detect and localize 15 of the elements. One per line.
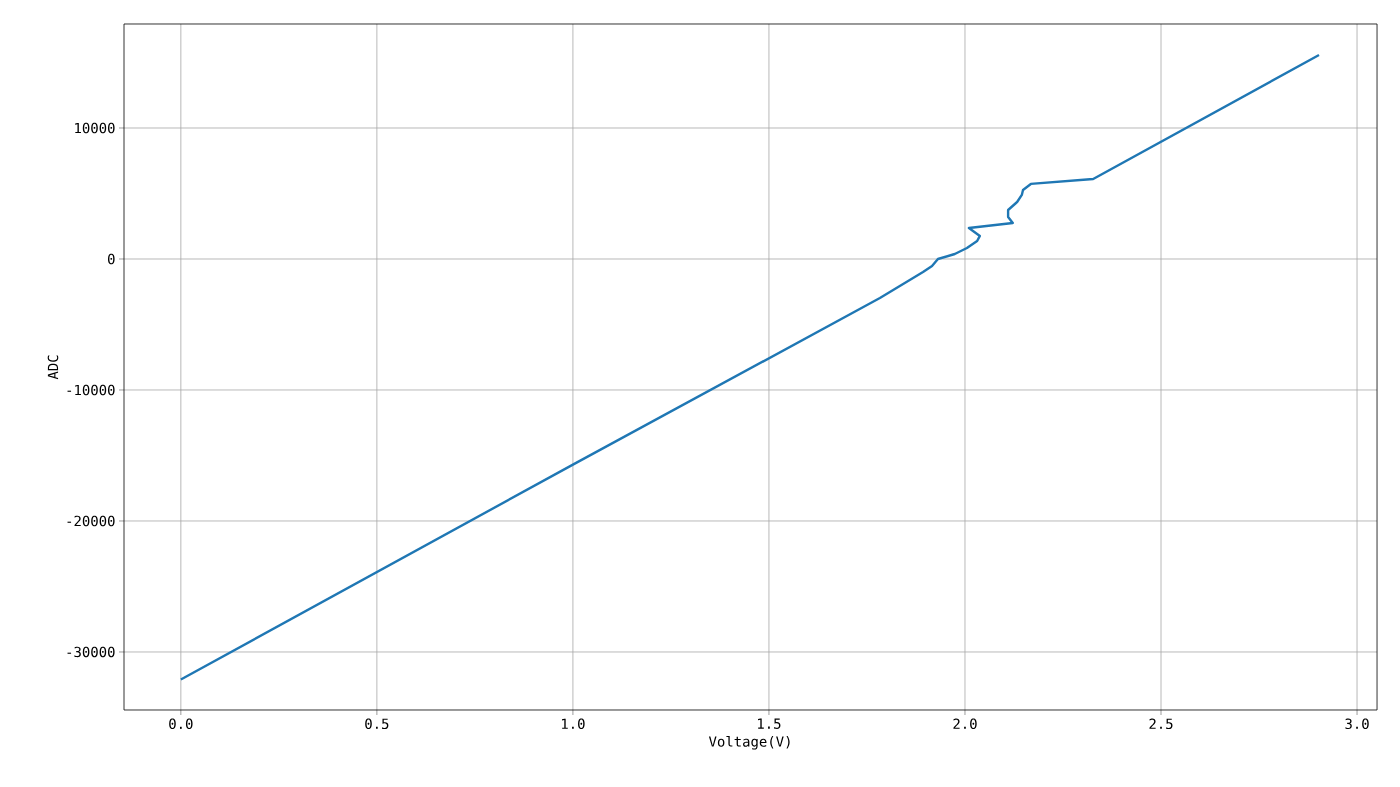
y-tick-label: -20000 (67, 515, 115, 527)
x-tick-label: 0.0 (169, 718, 193, 730)
y-tick-label: -30000 (67, 646, 115, 658)
x-tick-label: 1.5 (758, 718, 781, 729)
y-axis-title: ADC (47, 355, 59, 380)
x-tick-label: 2.0 (953, 718, 977, 730)
x-tick-label: 2.5 (1149, 718, 1173, 730)
y-tick-label: 10000 (75, 122, 115, 134)
x-tick-label: 3.0 (1345, 718, 1369, 730)
x-axis-title: Voltage(V) (708, 735, 790, 750)
y-tick-label: 0 (107, 253, 115, 265)
x-tick-label: 0.5 (365, 718, 389, 730)
y-tick-label: -10000 (67, 384, 115, 396)
line-series (179, 53, 1321, 681)
x-tick-label: 1.0 (561, 718, 585, 730)
